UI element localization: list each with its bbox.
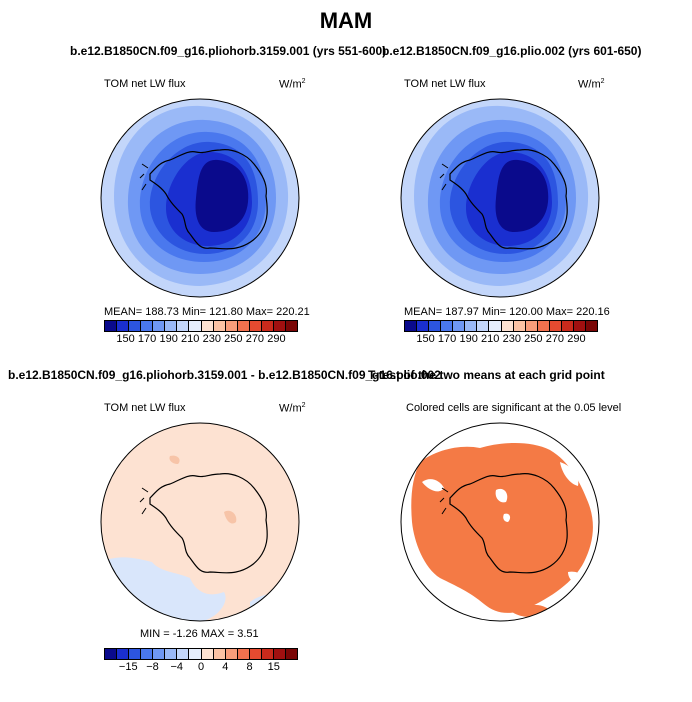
- colorbar-tick-label: 230: [502, 333, 521, 345]
- colorbar-swatch: [585, 321, 597, 331]
- colorbar-tick-label: 210: [481, 333, 500, 345]
- colorbar-swatch: [153, 649, 166, 659]
- variable-label-top-left: TOM net LW flux: [104, 78, 186, 90]
- colorbar-swatch: [537, 321, 550, 331]
- colorbar-swatch: [249, 649, 262, 659]
- colorbar-swatch: [201, 649, 214, 659]
- colorbar-swatch: [237, 321, 250, 331]
- main-title: MAM: [319, 8, 373, 33]
- colorbar-swatch: [285, 649, 297, 659]
- colorbar-swatch: [141, 321, 154, 331]
- colorbar-swatch: [273, 649, 286, 659]
- colorbar-tick-label: 270: [245, 333, 265, 345]
- colorbar-tick-label: 250: [524, 333, 543, 345]
- colorbar-swatch: [105, 321, 118, 331]
- colorbar-swatch: [465, 321, 478, 331]
- colorbar-tick-label: 4: [222, 661, 229, 673]
- colorbar-tick-label: 290: [567, 333, 586, 345]
- colorbar-swatch: [573, 321, 586, 331]
- colorbar-swatch: [129, 649, 142, 659]
- subtitle-bottom-right: Colored cells are significant at the 0.0…: [406, 402, 622, 414]
- polar-map-top-left: [100, 98, 300, 298]
- colorbar-swatch: [225, 321, 238, 331]
- colorbar-tick-label: 170: [137, 333, 157, 345]
- colorbar-swatch: [417, 321, 430, 331]
- stats-top-left: MEAN= 188.73 Min= 121.80 Max= 220.21: [104, 306, 310, 318]
- colorbar-swatch: [513, 321, 526, 331]
- colorbar-swatch: [177, 649, 190, 659]
- colorbar-swatch: [213, 321, 226, 331]
- colorbar-swatch: [201, 321, 214, 331]
- panel-title-bottom-left: b.e12.B1850CN.f09_g16.pliohorb.3159.001 …: [8, 368, 441, 382]
- colorbar-swatch: [237, 649, 250, 659]
- colorbar-swatch: [261, 649, 274, 659]
- colorbar-tick-label: −8: [146, 661, 159, 673]
- variable-label-bottom-left: TOM net LW flux: [104, 402, 186, 414]
- colorbar-swatch: [249, 321, 262, 331]
- colorbar-swatch: [441, 321, 454, 331]
- colorbar-swatch: [549, 321, 562, 331]
- colorbar-top-right: 150 170 190 210 230 250 270 290: [404, 320, 598, 346]
- colorbar-tick-label: −15: [118, 661, 138, 673]
- colorbar-tick-label: 8: [246, 661, 253, 673]
- colorbar-swatch: [525, 321, 538, 331]
- colorbar-tick-label: 210: [181, 333, 200, 345]
- colorbar-tick-label: 270: [545, 333, 565, 345]
- colorbar-swatch: [165, 649, 178, 659]
- colorbar-swatch: [177, 321, 190, 331]
- colorbar-tick-label: 290: [267, 333, 286, 345]
- colorbar-swatch: [501, 321, 514, 331]
- colorbar-tick-label: 170: [437, 333, 457, 345]
- colorbar-swatch: [429, 321, 442, 331]
- colorbar-swatch: [141, 649, 154, 659]
- colorbar-swatch: [213, 649, 226, 659]
- colorbar-swatches: [104, 320, 298, 332]
- colorbar-tick-label: 230: [202, 333, 221, 345]
- colorbar-tick-label: 150: [116, 333, 135, 345]
- colorbar-swatch: [117, 321, 130, 331]
- colorbar-swatch: [129, 321, 142, 331]
- colorbar-tick-label: 15: [267, 661, 280, 673]
- colorbar-swatch: [453, 321, 466, 331]
- polar-map-top-right: [400, 98, 600, 298]
- colorbar-bottom-left: −15 −8 −4 0 4 8 15: [104, 648, 298, 674]
- colorbar-swatch: [165, 321, 178, 331]
- stats-bottom-left: MIN = -1.26 MAX = 3.51: [140, 628, 259, 640]
- polar-map-bottom-right: [400, 422, 600, 622]
- colorbar-swatch: [225, 649, 238, 659]
- panel-title-top-left: b.e12.B1850CN.f09_g16.pliohorb.3159.001 …: [70, 44, 387, 58]
- colorbar-swatch: [189, 321, 202, 331]
- colorbar-tick-label: 0: [197, 661, 205, 673]
- colorbar-tick-label: 190: [159, 333, 178, 345]
- panel-title-top-right: b.e12.B1850CN.f09_g16.plio.002 (yrs 601-…: [382, 44, 642, 58]
- colorbar-swatch: [489, 321, 502, 331]
- polar-map-bottom-left: [100, 422, 300, 622]
- colorbar-tick-label: 150: [416, 333, 435, 345]
- colorbar-swatch: [477, 321, 490, 331]
- colorbar-swatch: [561, 321, 574, 331]
- stats-top-right: MEAN= 187.97 Min= 120.00 Max= 220.16: [404, 306, 610, 318]
- variable-label-top-right: TOM net LW flux: [404, 78, 486, 90]
- colorbar-top-left: 150 170 190 210 230 250 270 290: [104, 320, 298, 346]
- colorbar-swatch: [153, 321, 166, 331]
- colorbar-swatches: [104, 648, 298, 660]
- unit-label-bottom-left: W/m2: [279, 402, 306, 415]
- colorbar-tick-label: 250: [224, 333, 243, 345]
- colorbar-swatch: [189, 649, 202, 659]
- colorbar-tick-label: 190: [459, 333, 478, 345]
- colorbar-swatch: [273, 321, 286, 331]
- colorbar-tick-label: −4: [170, 661, 184, 673]
- colorbar-swatches: [404, 320, 598, 332]
- colorbar-swatch: [105, 649, 118, 659]
- colorbar-swatch: [261, 321, 274, 331]
- colorbar-swatch: [405, 321, 418, 331]
- panel-title-bottom-right: T-test of the two means at each grid poi…: [368, 368, 605, 382]
- colorbar-swatch: [285, 321, 297, 331]
- colorbar-swatch: [117, 649, 130, 659]
- unit-label-top-right: W/m2: [578, 78, 605, 91]
- unit-label-top-left: W/m2: [279, 78, 306, 91]
